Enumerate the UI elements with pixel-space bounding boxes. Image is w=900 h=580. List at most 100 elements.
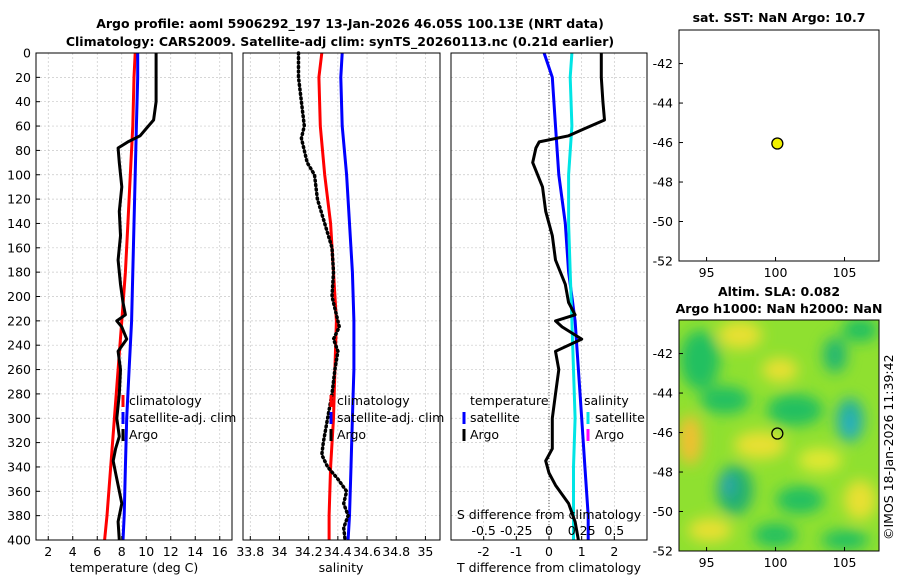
legend-title-temperature: temperature xyxy=(470,393,549,408)
legend-label-t-argo: Argo xyxy=(470,427,499,442)
salinity-profile-chart: 33.8 34 34.2 34.4 34.6 34.8 35 salinity climat… xyxy=(236,51,444,575)
y-tick-label: 60 xyxy=(15,119,31,134)
t-difference-x-ticks: -2 -1 0 1 2 xyxy=(477,536,618,559)
x-tick-label: 34 xyxy=(272,544,288,559)
y-tick-label: 20 xyxy=(15,70,31,85)
sst-map-title: sat. SST: NaN Argo: 10.7 xyxy=(693,10,866,25)
salinity-plot-frame xyxy=(242,52,441,541)
sst-map-ticks: 95 100 105 -42 -44 -46 -48 -50 -52 xyxy=(653,56,857,280)
argo-position-marker xyxy=(771,427,784,440)
y-tick-label: 280 xyxy=(7,386,31,401)
sla-map-points xyxy=(771,427,784,440)
s-difference-tick-label: -0.5 xyxy=(471,523,495,538)
map-x-tick-label: 100 xyxy=(764,555,788,570)
depth-y-ticks: 0 20 40 60 80 100 120 140 160 180 200 220 240 260 280 3… xyxy=(7,46,40,548)
temperature-series-group xyxy=(103,52,158,541)
x-tick-label: 6 xyxy=(93,544,101,559)
x-tick-label: 8 xyxy=(118,544,126,559)
legend-label-argo: Argo xyxy=(129,427,158,442)
x-tick-label: 4 xyxy=(69,544,77,559)
x-tick-label: 1 xyxy=(578,544,586,559)
x-tick-label: 12 xyxy=(163,544,179,559)
legend-label-argo: Argo xyxy=(337,427,366,442)
sst-map-points xyxy=(771,137,784,150)
series-line-argo xyxy=(111,53,158,541)
s-difference-tick-label: -0.25 xyxy=(500,523,532,538)
map-x-tick-label: 95 xyxy=(699,555,715,570)
sla-heatmap xyxy=(679,320,879,551)
temperature-legend: climatology satellite-adj. clim Argo xyxy=(121,393,236,442)
legend-label-satellite: satellite-adj. clim xyxy=(337,410,444,425)
salinity-x-ticks: 33.8 34 34.2 34.4 34.6 34.8 35 xyxy=(236,536,433,559)
copyright-stamp: ©IMOS 18-Jan-2026 11:39:42 xyxy=(881,354,896,540)
series-line-satellite-adj-clim xyxy=(339,52,356,541)
x-tick-label: 33.8 xyxy=(236,544,264,559)
y-tick-label: 0 xyxy=(23,46,31,61)
sla-map-title-line1: Altim. SLA: 0.082 xyxy=(718,284,840,299)
y-tick-label: 100 xyxy=(7,167,31,182)
y-tick-label: 380 xyxy=(7,508,31,523)
temperature-difference-legend: temperature satellite Argo xyxy=(462,393,549,442)
map-y-tick-label: -50 xyxy=(653,504,673,519)
series-line-s-satellite xyxy=(567,52,577,540)
legend-label-s-argo: Argo xyxy=(595,427,624,442)
legend-label-s-satellite: satellite xyxy=(595,410,645,425)
y-tick-label: 120 xyxy=(7,192,31,207)
sla-map-ticks: 95 100 105 -42 -44 -46 -48 -50 -52 xyxy=(653,346,857,570)
s-difference-xlabel: S difference from climatology xyxy=(457,507,642,522)
legend-label-t-satellite: satellite xyxy=(470,410,520,425)
salinity-legend: climatology satellite-adj. clim Argo xyxy=(329,393,444,442)
figure-title-line1: Argo profile: aoml 5906292_197 13-Jan-20… xyxy=(96,16,604,32)
argo-position-marker xyxy=(771,137,784,150)
temperature-x-ticks: 2 4 6 8 10 12 14 16 xyxy=(44,536,228,559)
y-tick-label: 80 xyxy=(15,143,31,158)
difference-series-group xyxy=(531,52,606,541)
y-tick-label: 140 xyxy=(7,216,31,231)
x-tick-label: 10 xyxy=(138,544,154,559)
y-tick-label: 160 xyxy=(7,240,31,255)
temperature-profile-chart: 2 4 6 8 10 12 14 16 0 20 40 60 80 100 120 140 160 180 200… xyxy=(7,46,236,576)
map-y-tick-label: -52 xyxy=(653,544,673,559)
legend-title-salinity: salinity xyxy=(584,393,629,408)
difference-plot-frame xyxy=(450,52,648,541)
series-line-argo xyxy=(296,51,350,542)
t-difference-xlabel: T difference from climatology xyxy=(456,560,642,575)
map-y-tick-label: -50 xyxy=(653,214,673,229)
x-tick-label: 34.6 xyxy=(353,544,381,559)
series-line-satellite-adj-clim xyxy=(121,53,140,541)
salinity-difference-legend: salinity satellite Argo xyxy=(584,393,645,442)
salinity-xlabel: salinity xyxy=(319,560,364,575)
x-tick-label: 16 xyxy=(212,544,228,559)
x-tick-label: 2 xyxy=(610,544,618,559)
map-y-tick-label: -44 xyxy=(653,96,673,111)
series-line-climatology xyxy=(317,52,338,540)
map-y-tick-label: -48 xyxy=(653,175,673,190)
sst-map-chart: sat. SST: NaN Argo: 10.7 95 100 105 -42 -44 -… xyxy=(653,10,880,280)
temperature-plot-frame xyxy=(35,52,233,541)
y-tick-label: 220 xyxy=(7,313,31,328)
temperature-xlabel: temperature (deg C) xyxy=(70,560,199,575)
map-y-tick-label: -42 xyxy=(653,346,673,361)
y-tick-label: 260 xyxy=(7,362,31,377)
y-tick-label: 180 xyxy=(7,265,31,280)
x-tick-label: 34.8 xyxy=(382,544,410,559)
map-y-tick-label: -42 xyxy=(653,56,673,71)
sla-map-frame xyxy=(678,319,880,552)
map-y-tick-label: -48 xyxy=(653,465,673,480)
y-tick-label: 300 xyxy=(7,411,31,426)
x-tick-label: -2 xyxy=(477,544,489,559)
legend-label-climatology: climatology xyxy=(337,393,410,408)
y-tick-label: 240 xyxy=(7,338,31,353)
map-x-tick-label: 105 xyxy=(833,555,857,570)
x-tick-label: 2 xyxy=(44,544,52,559)
map-y-tick-label: -46 xyxy=(653,135,673,150)
sla-map-chart: Altim. SLA: 0.082 Argo h1000: NaN h2000:… xyxy=(653,284,883,570)
map-y-tick-label: -52 xyxy=(653,254,673,269)
s-difference-x-ticks: -0.5 -0.25 0 0.25 0.5 xyxy=(471,523,624,538)
x-tick-label: 35 xyxy=(417,544,433,559)
x-tick-label: 14 xyxy=(187,544,203,559)
map-y-tick-label: -44 xyxy=(653,386,673,401)
x-tick-label: -1 xyxy=(510,544,522,559)
salinity-series-group xyxy=(296,51,356,542)
